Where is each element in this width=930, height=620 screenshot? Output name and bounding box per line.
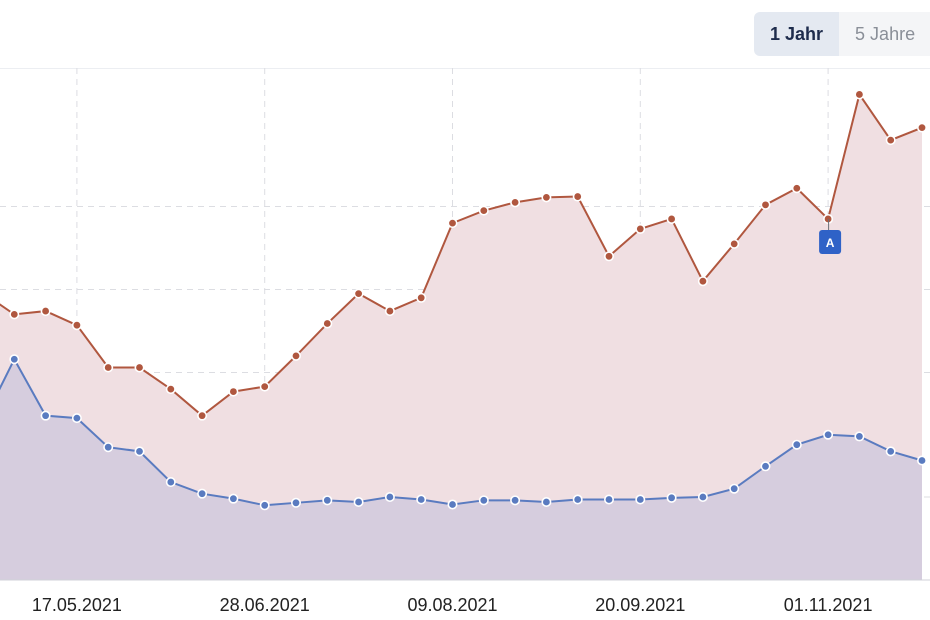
series-0-point <box>697 276 708 287</box>
series-1-point <box>541 496 552 507</box>
series-1-point <box>478 495 489 506</box>
range-1-year-button[interactable]: 1 Jahr <box>754 12 840 56</box>
series-1-point <box>322 495 333 506</box>
series-1-point <box>447 499 458 510</box>
series-1-point <box>572 494 583 505</box>
series-0-point <box>916 122 927 133</box>
series-0-point <box>635 223 646 234</box>
series-1-point <box>760 461 771 472</box>
x-tick-label: 20.09.2021 <box>595 595 685 615</box>
series-0-point <box>228 386 239 397</box>
series-0-point <box>478 205 489 216</box>
series-1-point <box>290 497 301 508</box>
series-0-point <box>9 309 20 320</box>
series-1-point <box>885 446 896 457</box>
series-0-point <box>259 381 270 392</box>
series-1-area <box>0 359 922 580</box>
series-1-point <box>666 492 677 503</box>
chart-toolbar: 1 Jahr 5 Jahre <box>0 0 930 69</box>
series-1-point <box>416 494 427 505</box>
series-1-point <box>40 410 51 421</box>
series-1-point <box>197 488 208 499</box>
series-0-area <box>0 94 922 580</box>
series-0-point <box>854 89 865 100</box>
series-0-point <box>603 251 614 262</box>
series-0-point <box>541 192 552 203</box>
series-1-point <box>510 495 521 506</box>
series-1-point <box>165 477 176 488</box>
x-tick-label: 01.11.2021 <box>784 595 873 615</box>
series-1-point <box>103 442 114 453</box>
x-tick-label: 09.08.2021 <box>407 595 497 615</box>
series-0-point <box>760 199 771 210</box>
series-0-point <box>197 410 208 421</box>
series-1-point <box>635 494 646 505</box>
annotation-label: A <box>826 236 835 250</box>
series-0-point <box>416 292 427 303</box>
series-1-point <box>697 491 708 502</box>
series-1-point <box>259 500 270 511</box>
range-5-years-button[interactable]: 5 Jahre <box>839 12 930 56</box>
series-1-point <box>353 496 364 507</box>
series-1-point <box>134 446 145 457</box>
series-0-point <box>572 191 583 202</box>
series-0-point <box>666 213 677 224</box>
series-0-point <box>40 306 51 317</box>
series-0-point <box>290 350 301 361</box>
time-range-toggle: 1 Jahr 5 Jahre <box>754 12 930 56</box>
series-0-point <box>791 183 802 194</box>
x-tick-label: 28.06.2021 <box>220 595 310 615</box>
annotation-marker <box>819 230 842 254</box>
series-0-point <box>71 320 82 331</box>
series-0-point <box>353 288 364 299</box>
series-1-point <box>603 494 614 505</box>
series-1-point <box>854 431 865 442</box>
x-tick-label: 17.05.2021 <box>32 595 122 615</box>
series-1-point <box>791 439 802 450</box>
series-0-point <box>103 362 114 373</box>
series-1-point <box>384 491 395 502</box>
series-0-point <box>384 306 395 317</box>
series-0-point <box>447 218 458 229</box>
series-0-point <box>165 384 176 395</box>
series-0-point <box>729 238 740 249</box>
series-0-point <box>510 197 521 208</box>
series-1-point <box>916 455 927 466</box>
series-1-point <box>823 429 834 440</box>
series-0-point <box>885 135 896 146</box>
series-1-point <box>228 493 239 504</box>
series-1-point <box>9 354 20 365</box>
series-0-point <box>322 318 333 329</box>
series-1-point <box>729 483 740 494</box>
series-1-point <box>71 413 82 424</box>
series-0-point <box>134 362 145 373</box>
